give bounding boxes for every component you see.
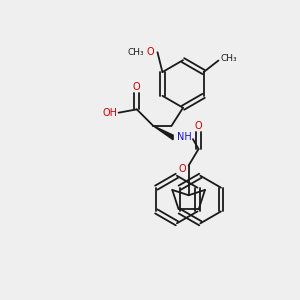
- Polygon shape: [153, 126, 173, 140]
- Text: NH: NH: [177, 133, 191, 142]
- Text: O: O: [179, 164, 187, 175]
- Text: O: O: [133, 82, 141, 92]
- Text: OH: OH: [102, 108, 117, 118]
- Text: O: O: [195, 121, 203, 131]
- Text: CH₃: CH₃: [221, 54, 237, 63]
- Text: O: O: [146, 47, 154, 57]
- Text: CH₃: CH₃: [128, 48, 144, 57]
